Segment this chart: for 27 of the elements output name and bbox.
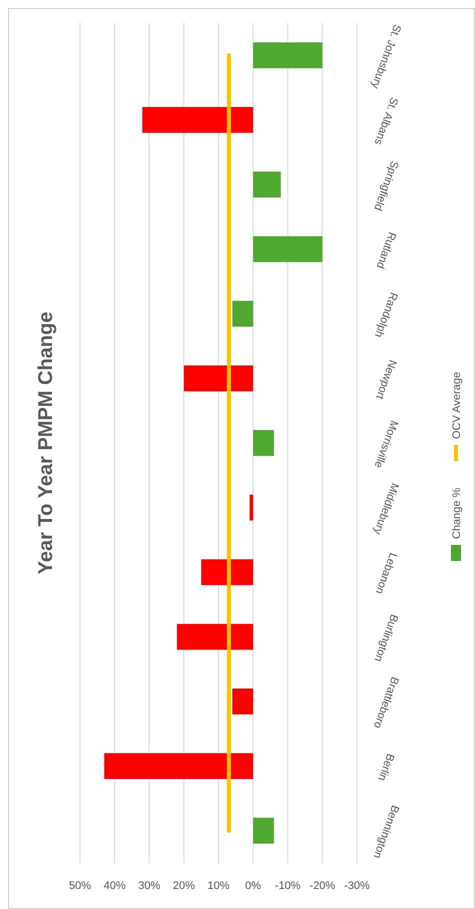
x-tick-label: -10% bbox=[274, 880, 301, 892]
x-tick-label: 0% bbox=[245, 880, 262, 892]
bar bbox=[253, 430, 274, 456]
x-tick-label: 10% bbox=[207, 880, 230, 892]
bar bbox=[142, 107, 254, 133]
x-tick-label: 30% bbox=[138, 880, 160, 892]
bar bbox=[253, 236, 322, 262]
y-tick-label: Berlin bbox=[375, 752, 396, 782]
x-tick-label: -20% bbox=[310, 880, 336, 892]
text: Year To Year PMPM Change bbox=[35, 312, 57, 574]
bar bbox=[201, 559, 254, 586]
bar bbox=[184, 365, 254, 392]
bar bbox=[250, 494, 254, 521]
bar bbox=[253, 172, 281, 198]
text: Change % bbox=[451, 487, 463, 539]
bar bbox=[232, 688, 254, 714]
x-tick-label: 50% bbox=[68, 880, 92, 892]
text: OCV Average bbox=[451, 372, 463, 439]
x-tick-label: -30% bbox=[344, 880, 370, 892]
x-tick-label: 20% bbox=[172, 880, 196, 892]
bar bbox=[232, 300, 254, 327]
bar bbox=[176, 624, 254, 650]
x-tick-label: 40% bbox=[104, 880, 126, 892]
bar bbox=[104, 753, 254, 779]
bar bbox=[253, 42, 322, 68]
y-tick-label: St. Albans bbox=[372, 96, 400, 147]
bar bbox=[253, 818, 274, 844]
